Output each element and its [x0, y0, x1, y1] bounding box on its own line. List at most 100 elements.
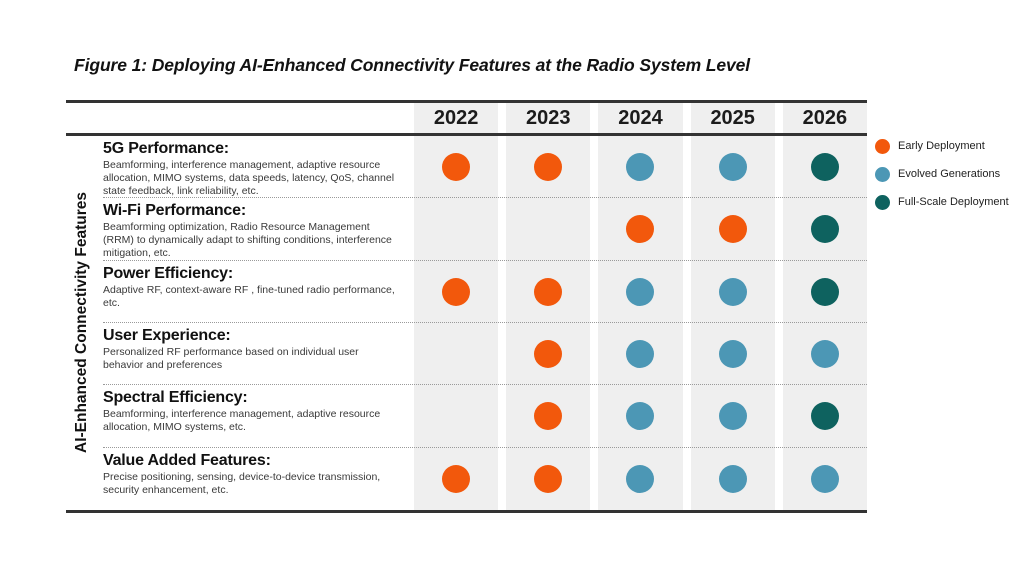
evolved-deployment-dot [810, 340, 839, 369]
feature-description: Precise positioning, sensing, device-to-… [103, 470, 381, 496]
feature-title: Wi-Fi Performance: [103, 202, 246, 220]
feature-description: Personalized RF performance based on ind… [103, 345, 359, 371]
feature-description: Beamforming optimization, Radio Resource… [103, 221, 392, 260]
legend-label: Full-Scale Deployment [898, 196, 1009, 208]
early-deployment-dot [718, 215, 747, 244]
year-cell [690, 447, 775, 510]
feature-row: 5G Performance: Beamforming, interference… [66, 136, 867, 199]
year-cell [506, 322, 591, 386]
feature-title: Value Added Features: [103, 451, 271, 469]
year-cell [414, 447, 499, 510]
feature-title: 5G Performance: [103, 140, 229, 157]
year-cell [414, 260, 499, 323]
year-cell [782, 198, 867, 261]
year-cell [782, 260, 867, 323]
legend-item: Full-Scale Deployment [875, 194, 1009, 210]
year-header: 2025 [690, 103, 775, 133]
year-cell [598, 260, 683, 323]
early-deployment-dot [534, 153, 563, 182]
year-cell [506, 198, 591, 261]
year-cell [782, 447, 867, 510]
feature-title: Spectral Efficiency: [103, 389, 248, 407]
feature-label-cell: Power Efficiency: Adaptive RF, context-aw… [66, 260, 406, 323]
year-cell [598, 385, 683, 448]
evolved-deployment-dot [626, 153, 655, 182]
evolved-legend-dot-icon [875, 166, 890, 182]
y-axis-label: AI-Enhanced Connectivity Features [73, 192, 90, 453]
year-cell [690, 136, 775, 199]
feature-row: User Experience: Personalized RF performa… [66, 322, 867, 386]
year-cell [598, 198, 683, 261]
year-cell [598, 447, 683, 510]
evolved-deployment-dot [718, 153, 747, 182]
early-deployment-dot [534, 277, 563, 306]
evolved-deployment-dot [718, 464, 747, 493]
feature-row: Wi-Fi Performance: Beamforming optimizati… [66, 198, 867, 261]
year-cell [414, 198, 499, 261]
full-deployment-dot [810, 215, 839, 244]
early-deployment-dot [442, 277, 471, 306]
feature-description: Adaptive RF, context-aware RF , fine-tun… [103, 283, 395, 309]
year-cell [506, 385, 591, 448]
year-cell [782, 136, 867, 199]
evolved-deployment-dot [718, 340, 747, 369]
year-header: 2023 [506, 103, 591, 133]
year-cell [782, 385, 867, 448]
feature-label-cell: 5G Performance: Beamforming, interference… [66, 136, 406, 199]
year-cell [690, 260, 775, 323]
year-cell [690, 322, 775, 386]
feature-row: Power Efficiency: Adaptive RF, context-aw… [66, 260, 867, 324]
year-cell [598, 136, 683, 199]
legend: Early Deployment Evolved Generations Full-… [875, 138, 1009, 222]
year-header-row: 2022 2023 2024 2025 2026 [66, 100, 867, 136]
early-deployment-dot [534, 340, 563, 369]
early-deployment-dot [442, 464, 471, 493]
full-deployment-dot [810, 153, 839, 182]
matrix-body: 5G Performance: Beamforming, interference… [66, 136, 867, 513]
feature-title: Power Efficiency: [103, 264, 233, 282]
year-cell [506, 447, 591, 510]
feature-title: User Experience: [103, 326, 231, 344]
full-legend-dot-icon [875, 194, 890, 210]
early-deployment-dot [626, 215, 655, 244]
figure-title: Figure 1: Deploying AI-Enhanced Connecti… [74, 55, 751, 75]
feature-label-cell: Spectral Efficiency: Beamforming, interfe… [66, 385, 406, 448]
early-deployment-dot [534, 402, 563, 431]
year-header: 2022 [414, 103, 499, 133]
year-cell [506, 136, 591, 199]
early-deployment-dot [534, 464, 563, 493]
year-cell [690, 198, 775, 261]
header-spacer [66, 103, 406, 133]
feature-label-cell: User Experience: Personalized RF performa… [66, 322, 406, 386]
year-cell [690, 385, 775, 448]
year-cell [598, 322, 683, 386]
feature-description: Beamforming, interference management, ad… [103, 159, 395, 198]
feature-description: Beamforming, interference management, ad… [103, 408, 381, 434]
evolved-deployment-dot [718, 277, 747, 306]
evolved-deployment-dot [626, 277, 655, 306]
early-legend-dot-icon [875, 138, 890, 154]
legend-label: Early Deployment [898, 140, 985, 152]
year-header: 2026 [782, 103, 867, 133]
feature-row: Spectral Efficiency: Beamforming, interfe… [66, 385, 867, 448]
evolved-deployment-dot [626, 340, 655, 369]
legend-label: Evolved Generations [898, 168, 1001, 180]
legend-item: Evolved Generations [875, 166, 1009, 182]
early-deployment-dot [442, 153, 471, 182]
deployment-matrix: 2022 2023 2024 2025 2026 5G Performance: Beam… [66, 100, 867, 513]
year-cell [414, 136, 499, 199]
feature-label-cell: Value Added Features: Precise positioning… [66, 447, 406, 510]
evolved-deployment-dot [626, 464, 655, 493]
evolved-deployment-dot [810, 464, 839, 493]
full-deployment-dot [810, 402, 839, 431]
feature-row: Value Added Features: Precise positioning… [66, 447, 867, 510]
year-header: 2024 [598, 103, 683, 133]
year-cell [782, 322, 867, 386]
legend-item: Early Deployment [875, 138, 1009, 154]
evolved-deployment-dot [718, 402, 747, 431]
year-cell [414, 385, 499, 448]
evolved-deployment-dot [626, 402, 655, 431]
year-cell [414, 322, 499, 386]
feature-label-cell: Wi-Fi Performance: Beamforming optimizati… [66, 198, 406, 261]
year-cell [506, 260, 591, 323]
